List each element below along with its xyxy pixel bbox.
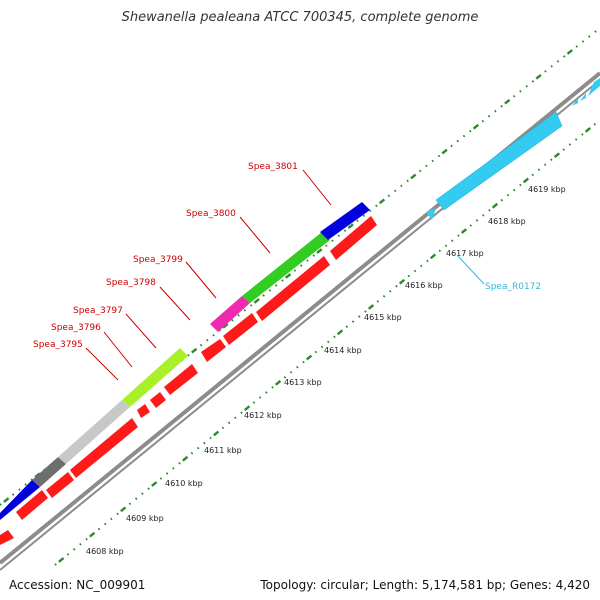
feature-spea-r0172-arrow[interactable] xyxy=(426,208,436,220)
gene-light-gray[interactable] xyxy=(58,400,130,464)
major-tick xyxy=(441,148,448,155)
major-tick xyxy=(120,506,127,513)
major-tick xyxy=(253,298,260,304)
major-tick xyxy=(398,278,406,285)
major-tick xyxy=(378,198,386,205)
feature-partial-right[interactable] xyxy=(588,78,600,96)
gene-leader-lines xyxy=(85,169,485,381)
major-tick xyxy=(274,380,282,386)
gene-red-9[interactable] xyxy=(223,313,258,345)
gene-spea-3795[interactable] xyxy=(122,348,188,407)
gene-label-spea-3797[interactable]: Spea_3797 xyxy=(73,306,123,316)
scale-label: 4608 kbp xyxy=(86,547,124,556)
major-tick xyxy=(553,152,561,158)
scale-label: 4609 kbp xyxy=(126,514,164,523)
scale-label: 4617 kbp xyxy=(446,249,484,258)
leader-spea-r0172 xyxy=(457,255,485,285)
scale-label: 4611 kbp xyxy=(204,446,242,455)
feature-large-cyan[interactable] xyxy=(435,111,563,211)
gene-labels: Spea_3795 Spea_3796 Spea_3797 Spea_3798 … xyxy=(33,162,541,350)
major-tick xyxy=(491,202,499,209)
gene-spea-3800[interactable] xyxy=(242,232,330,303)
gene-red-4[interactable] xyxy=(70,418,138,478)
leader-spea-3796 xyxy=(103,331,133,368)
major-tick xyxy=(191,347,198,354)
major-tick xyxy=(472,123,480,130)
major-tick xyxy=(522,177,530,184)
major-tick xyxy=(535,74,542,80)
major-tick xyxy=(89,531,96,538)
leader-spea-3798 xyxy=(159,286,191,321)
major-tick xyxy=(182,455,189,462)
gene-red-6[interactable] xyxy=(150,392,166,408)
forward-strand-genes xyxy=(0,202,370,520)
major-tick xyxy=(284,273,292,279)
leader-spea-3800 xyxy=(239,216,271,254)
major-tick xyxy=(347,223,354,230)
gene-red-11[interactable] xyxy=(330,216,377,260)
scale-label: 4613 kbp xyxy=(284,378,322,387)
major-tick xyxy=(316,248,323,254)
gene-spea-3799[interactable] xyxy=(210,296,250,332)
scale-label: 4615 kbp xyxy=(364,313,402,322)
gene-label-spea-3798[interactable]: Spea_3798 xyxy=(106,278,156,288)
gene-label-spea-3800[interactable]: Spea_3800 xyxy=(186,209,236,219)
scale-label: 4614 kbp xyxy=(324,346,362,355)
major-tick xyxy=(58,557,65,563)
gene-blue-left[interactable] xyxy=(0,480,40,520)
major-tick xyxy=(584,127,592,133)
genome-summary-text: Topology: circular; Length: 5,174,581 bp… xyxy=(260,578,590,592)
scale-label: 4618 kbp xyxy=(488,217,526,226)
major-tick xyxy=(3,497,10,503)
inner-dotted-ring xyxy=(54,119,600,566)
map-title: Shewanella pealeana ATCC 700345, complet… xyxy=(121,10,479,25)
major-tick xyxy=(213,430,220,437)
major-tick xyxy=(429,253,437,260)
scale-labels: 4608 kbp 4609 kbp 4610 kbp 4611 kbp 4612… xyxy=(86,185,566,556)
major-tick xyxy=(566,49,573,55)
major-tick xyxy=(504,98,511,105)
gene-label-spea-r0172[interactable]: Spea_R0172 xyxy=(485,282,541,292)
gene-red-3[interactable] xyxy=(46,472,74,498)
gene-dark-gray[interactable] xyxy=(32,457,66,487)
gene-label-spea-3799[interactable]: Spea_3799 xyxy=(133,255,183,265)
accession-text: Accession: NC_009901 xyxy=(9,578,146,592)
major-tick xyxy=(460,228,468,234)
dotted-tick-rings xyxy=(0,27,600,566)
leader-spea-3799 xyxy=(185,261,217,299)
gene-red-8[interactable] xyxy=(201,339,226,362)
gene-red-7[interactable] xyxy=(164,364,198,395)
gene-label-spea-3795[interactable]: Spea_3795 xyxy=(33,340,83,350)
gene-red-2[interactable] xyxy=(16,490,48,520)
feature-small-arrow-1[interactable] xyxy=(572,98,578,106)
gene-label-spea-3801[interactable]: Spea_3801 xyxy=(248,162,298,172)
major-tick xyxy=(410,173,417,180)
major-tick xyxy=(151,481,158,487)
cyan-features xyxy=(426,78,600,220)
scale-label: 4610 kbp xyxy=(165,479,203,488)
gene-red-5[interactable] xyxy=(137,404,150,418)
major-tick xyxy=(367,304,375,310)
leader-spea-3795 xyxy=(85,347,119,381)
gene-spea-3801[interactable] xyxy=(320,202,370,240)
leader-spea-3801 xyxy=(302,169,332,206)
feature-small-arrow-2[interactable] xyxy=(580,93,586,101)
major-tick xyxy=(244,405,251,411)
leader-spea-3797 xyxy=(125,313,157,349)
gene-red-1[interactable] xyxy=(0,530,14,545)
scale-label: 4619 kbp xyxy=(528,185,566,194)
gene-red-10[interactable] xyxy=(256,256,330,321)
scale-label: 4616 kbp xyxy=(405,281,443,290)
major-tick xyxy=(336,329,344,336)
scale-label: 4612 kbp xyxy=(244,411,282,420)
reverse-strand-genes xyxy=(0,216,377,545)
major-tick xyxy=(305,354,313,361)
gene-label-spea-3796[interactable]: Spea_3796 xyxy=(51,323,101,333)
major-tick xyxy=(222,322,229,329)
